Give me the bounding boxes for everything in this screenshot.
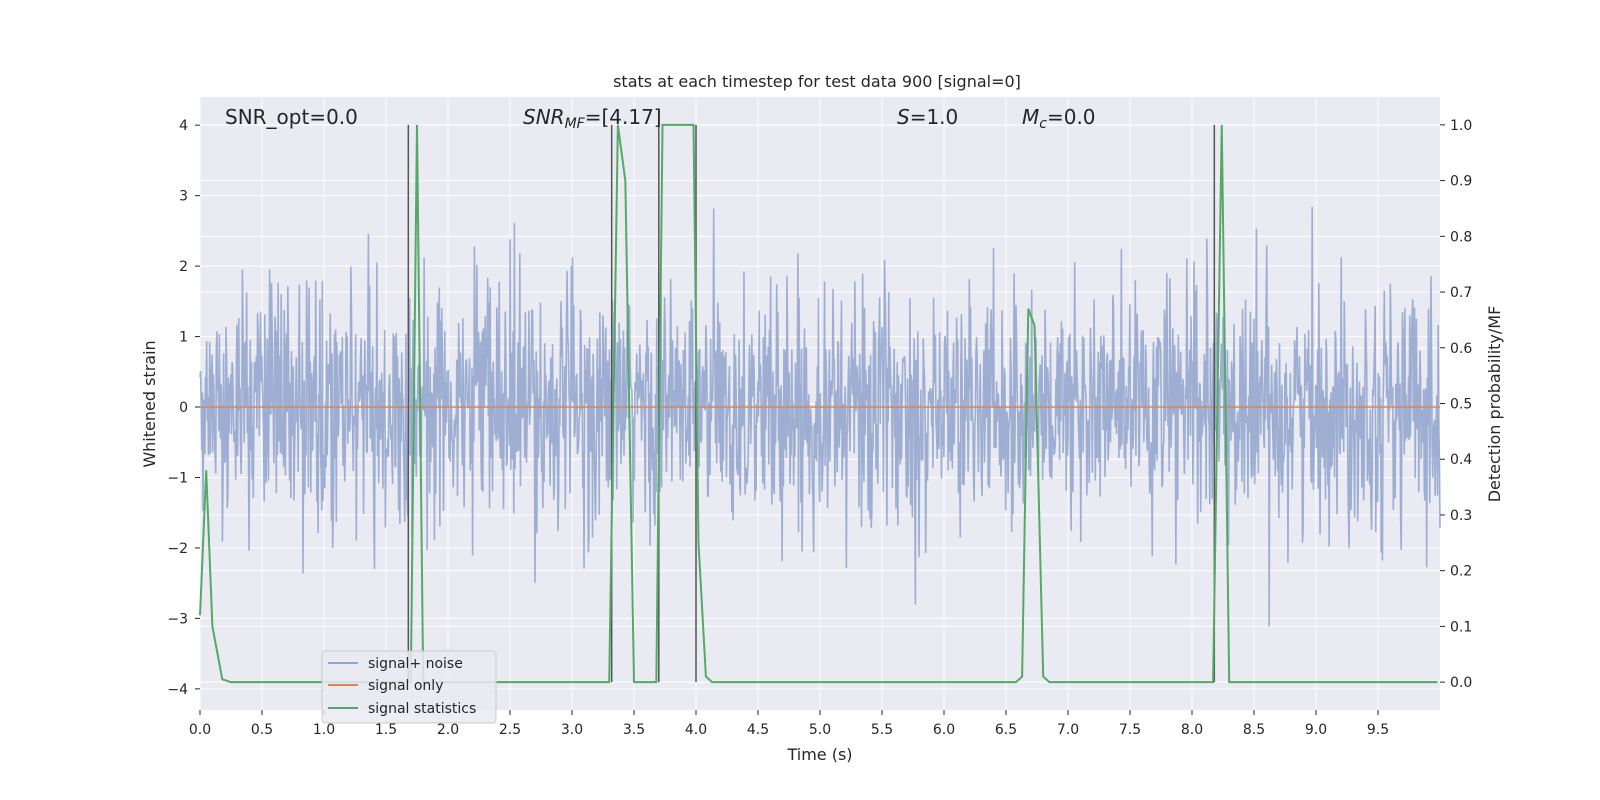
x-tick-label: 7.0 [1057, 722, 1079, 738]
annotation-mc-symbol: M [1022, 105, 1039, 129]
x-tick-label: 1.0 [313, 722, 335, 738]
legend-label-signal-noise: signal+ noise [368, 656, 463, 672]
y-tick-label: 4 [179, 118, 188, 134]
y-right-tick-label: 1.0 [1450, 118, 1472, 134]
y-right-tick-label: 0.5 [1450, 397, 1472, 413]
annotation-mc: Mc=0.0 [1022, 105, 1096, 132]
x-tick-label: 5.5 [871, 722, 893, 738]
annotation-snr-mf-value: =[4.17] [585, 105, 662, 129]
annotation-snr-opt: SNR_opt=0.0 [225, 105, 358, 129]
y-tick-label: 3 [179, 189, 188, 205]
x-tick-label: 8.0 [1181, 722, 1203, 738]
x-tick-label: 9.0 [1305, 722, 1327, 738]
y-tick-label: −4 [167, 682, 188, 698]
legend-label-signal-statistics: signal statistics [368, 701, 476, 717]
x-tick-label: 3.0 [561, 722, 583, 738]
annotation-s-value: =1.0 [910, 105, 959, 129]
y-tick-label: −3 [167, 611, 188, 627]
y-right-tick-label: 0.1 [1450, 619, 1472, 635]
x-tick-label: 9.5 [1367, 722, 1389, 738]
y-axis-right-ticks: 0.0 0.1 0.2 0.3 0.4 0.5 0.6 0.7 0.8 0.9 1.0 [1440, 118, 1472, 691]
y-right-tick-label: 0.3 [1450, 508, 1472, 524]
x-tick-label: 8.5 [1243, 722, 1265, 738]
y-tick-label: −1 [167, 470, 188, 486]
y-axis-label: Whitened strain [140, 340, 159, 467]
x-tick-label: 2.5 [499, 722, 521, 738]
x-tick-label: 6.5 [995, 722, 1017, 738]
x-axis-ticks: 0.0 0.5 1.0 1.5 2.0 2.5 3.0 3.5 4.0 4.5 5.0 5.5 6.0 6… [189, 710, 1389, 738]
legend: signal+ noise signal only signal statist… [321, 650, 497, 724]
x-tick-label: 1.5 [375, 722, 397, 738]
x-tick-label: 0.5 [251, 722, 273, 738]
y-right-tick-label: 0.9 [1450, 174, 1472, 190]
y-axis-right-label: Detection probability/MF [1485, 306, 1504, 503]
legend-label-signal-only: signal only [368, 678, 443, 694]
chart-title: stats at each timestep for test data 900… [613, 72, 1021, 91]
x-axis-label: Time (s) [786, 745, 852, 764]
x-tick-label: 2.0 [437, 722, 459, 738]
series-signal-noise [199, 206, 1441, 627]
y-axis-ticks: −4 −3 −2 −1 0 1 2 3 4 [167, 118, 200, 698]
y-tick-label: 1 [179, 330, 188, 346]
annotation-snr-mf-base: SNR [523, 105, 565, 129]
y-tick-label: −2 [167, 541, 188, 557]
y-right-tick-label: 0.2 [1450, 564, 1472, 580]
x-tick-label: 4.5 [747, 722, 769, 738]
annotation-s: S=1.0 [897, 105, 958, 129]
annotation-mc-sub: c [1039, 116, 1047, 132]
y-right-tick-label: 0.8 [1450, 229, 1472, 245]
y-tick-label: 0 [179, 400, 188, 416]
annotation-snr-mf: SNRMF=[4.17] [523, 105, 662, 132]
x-tick-label: 3.5 [623, 722, 645, 738]
annotation-mc-value: =0.0 [1047, 105, 1096, 129]
x-tick-label: 4.0 [685, 722, 707, 738]
y-right-tick-label: 0.0 [1450, 675, 1472, 691]
x-tick-label: 7.5 [1119, 722, 1141, 738]
y-right-tick-label: 0.4 [1450, 452, 1472, 468]
y-right-tick-label: 0.7 [1450, 285, 1472, 301]
series-line-signal-noise [199, 206, 1441, 627]
x-tick-label: 5.0 [809, 722, 831, 738]
annotation-s-symbol: S [897, 105, 910, 129]
legend-box [321, 650, 497, 724]
y-right-tick-label: 0.6 [1450, 341, 1472, 357]
y-tick-label: 2 [179, 259, 188, 275]
annotation-snr-mf-sub: MF [565, 116, 586, 132]
x-tick-label: 6.0 [933, 722, 955, 738]
x-tick-label: 0.0 [189, 722, 211, 738]
